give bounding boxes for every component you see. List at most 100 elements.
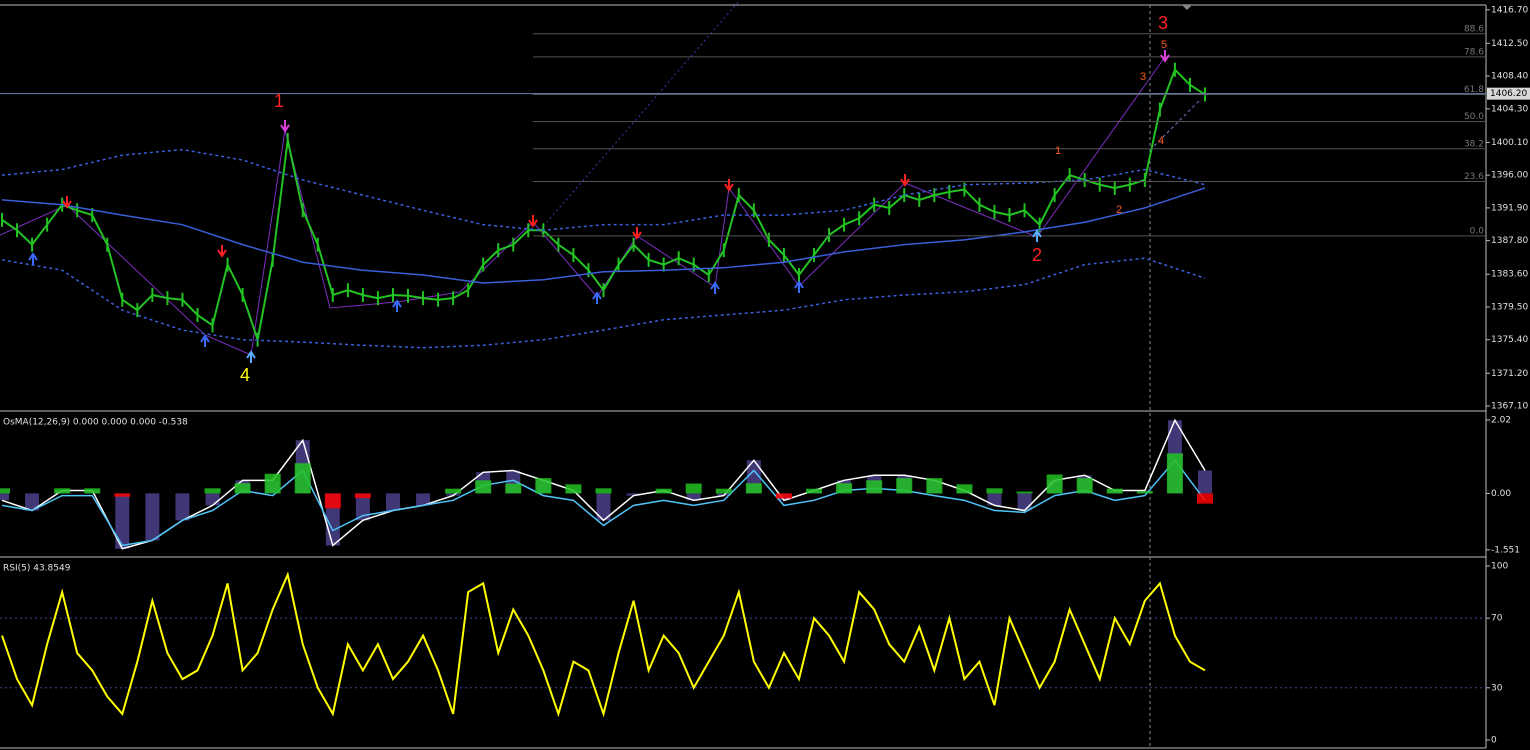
fib-label: 78.6 <box>1464 47 1484 57</box>
histogram-bar <box>806 488 823 494</box>
fib-label: 61.8 <box>1464 85 1484 95</box>
wave-label: 1 <box>1055 145 1061 157</box>
histogram-bar <box>1046 474 1063 494</box>
y-tick-label: 1387.80 <box>1491 236 1528 246</box>
histogram-bar <box>535 478 552 494</box>
histogram-bar <box>866 480 883 494</box>
histogram-bar <box>775 493 792 499</box>
histogram-bar <box>324 493 341 509</box>
fib-label: 38.2 <box>1464 139 1484 149</box>
histogram-bar <box>715 488 732 494</box>
series-line <box>1 257 1206 349</box>
histogram-bar <box>1076 478 1093 494</box>
histogram-bar <box>234 483 251 494</box>
histogram-bar <box>114 493 131 497</box>
y-tick-label: 1404.30 <box>1491 104 1528 114</box>
histogram-bar <box>655 488 672 494</box>
arrow-up <box>1032 229 1042 242</box>
histogram-bar <box>1016 491 1033 494</box>
histogram-bar <box>1136 491 1153 494</box>
wave-label: 4 <box>240 365 250 385</box>
histogram-bar <box>54 488 71 494</box>
arrow-up <box>592 291 602 304</box>
histogram-bar <box>986 488 1003 494</box>
arrow-down <box>632 227 642 240</box>
wave-label: 1 <box>274 91 284 111</box>
trend-line <box>539 0 741 231</box>
histogram-bar <box>896 478 913 494</box>
arrow-up <box>392 299 402 312</box>
wave-label: 5 <box>1161 39 1167 51</box>
y-tick-label: 1412.50 <box>1491 39 1528 49</box>
series-line <box>1 418 1206 550</box>
histogram-bar <box>475 480 492 494</box>
histogram-bar <box>926 478 943 494</box>
wave-label: 2 <box>1032 245 1042 265</box>
y-tick-label: 1400.10 <box>1491 138 1528 148</box>
fib-label: 50.0 <box>1464 112 1484 122</box>
fib-label: 23.6 <box>1464 172 1484 182</box>
y-tick-label: 1391.90 <box>1491 203 1528 213</box>
arrow-up <box>710 281 720 294</box>
y-tick-label: 0.00 <box>1491 489 1511 499</box>
histogram-bar <box>505 483 522 494</box>
wave-label: 4 <box>1158 135 1164 147</box>
arrow-up <box>794 280 804 293</box>
y-tick-label: 2.02 <box>1491 415 1511 425</box>
arrow-down <box>900 174 910 187</box>
y-tick-label: 1396.00 <box>1491 171 1528 181</box>
fib-label: 0.0 <box>1470 226 1485 236</box>
y-tick-label: 30 <box>1491 683 1503 693</box>
y-tick-label: 1416.70 <box>1491 5 1528 15</box>
arrow-down <box>724 179 734 192</box>
chart-layer: 1416.70 1412.50 1408.40 1404.30 1400.10 1396.… <box>0 5 1530 745</box>
histogram-bar <box>595 488 612 494</box>
fib-label: 88.6 <box>1464 24 1484 34</box>
series-line <box>1 459 1206 547</box>
histogram-bar <box>84 488 101 494</box>
histogram-bar <box>1166 453 1183 494</box>
current-price-label: 1406.20 <box>1490 89 1527 99</box>
arrow-up <box>246 350 256 363</box>
histogram-bar <box>294 463 311 494</box>
arrow-down <box>62 196 72 209</box>
histogram-bar <box>1197 493 1213 504</box>
series-line <box>1 571 1206 718</box>
histogram-bar <box>836 483 853 494</box>
arrow-down <box>528 215 538 228</box>
histogram-bar <box>685 483 702 494</box>
wave-label: 2 <box>1116 204 1122 216</box>
histogram-bar <box>1106 488 1123 494</box>
y-tick-label: 1379.50 <box>1491 302 1528 312</box>
y-tick-label: -1.551 <box>1491 545 1520 555</box>
histogram-bar <box>354 493 371 499</box>
panel-title: RSI(5) 43.8549 <box>3 564 71 574</box>
current-price-box <box>1487 87 1530 100</box>
arrow-down <box>1160 50 1170 63</box>
y-tick-label: 0 <box>1491 735 1497 745</box>
y-tick-label: 1367.10 <box>1491 402 1528 412</box>
series-line <box>1 187 1206 284</box>
arrow-down <box>280 120 290 133</box>
panel-title: OsMA(12,26,9) 0.000 0.000 0.000 -0.538 <box>3 418 188 428</box>
histogram-bar <box>204 488 221 494</box>
histogram-bar <box>445 488 462 494</box>
y-tick-label: 1408.40 <box>1491 72 1528 82</box>
y-tick-label: 1371.20 <box>1491 369 1528 379</box>
y-tick-label: 1375.40 <box>1491 335 1528 345</box>
arrow-down <box>217 245 227 258</box>
wave-label: 3 <box>1140 71 1146 83</box>
histogram-bar <box>264 473 281 494</box>
wave-label: 3 <box>1158 13 1168 33</box>
histogram-bar <box>565 484 582 494</box>
series-line <box>1 148 1206 232</box>
y-tick-label: 1383.60 <box>1491 270 1528 280</box>
histogram-bar <box>956 484 973 494</box>
arrow-up <box>200 334 210 347</box>
histogram-bar <box>745 483 762 494</box>
series-line <box>1 67 1206 344</box>
y-tick-label: 100 <box>1491 561 1508 571</box>
shift-marker <box>1182 5 1192 10</box>
arrow-up <box>28 252 38 265</box>
